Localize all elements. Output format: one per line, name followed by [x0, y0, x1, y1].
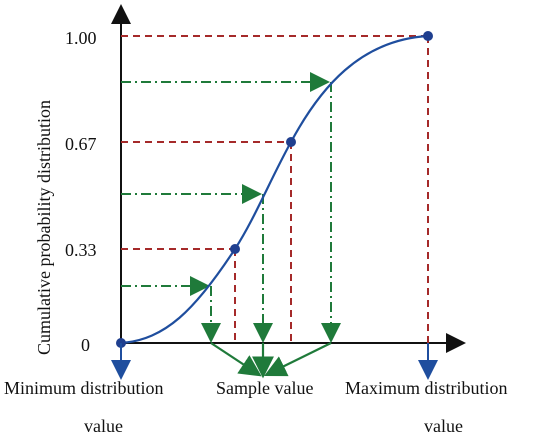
y-tick-1: 1.00 — [65, 28, 97, 48]
sample-label: Sample value — [216, 378, 313, 398]
point-067 — [286, 137, 296, 147]
y-tick-067: 0.67 — [65, 134, 97, 154]
y-tick-033: 0.33 — [65, 240, 97, 260]
y-tick-0: 0 — [81, 335, 90, 355]
point-033 — [230, 244, 240, 254]
green-horizontal-arrows — [121, 72, 330, 296]
min-label-line1: Minimum distribution — [4, 378, 164, 398]
max-label-line1: Maximum distribution — [345, 378, 508, 398]
max-label-line2: value — [424, 416, 463, 436]
cdf-curve — [120, 34, 429, 345]
green-vertical-arrows — [201, 82, 341, 343]
min-label-line2: value — [84, 416, 123, 436]
y-axis-title: Cumulative probability distribution — [34, 100, 54, 355]
red-guides — [121, 35, 429, 343]
point-max — [423, 31, 433, 41]
sample-converge-arrows — [210, 342, 332, 379]
